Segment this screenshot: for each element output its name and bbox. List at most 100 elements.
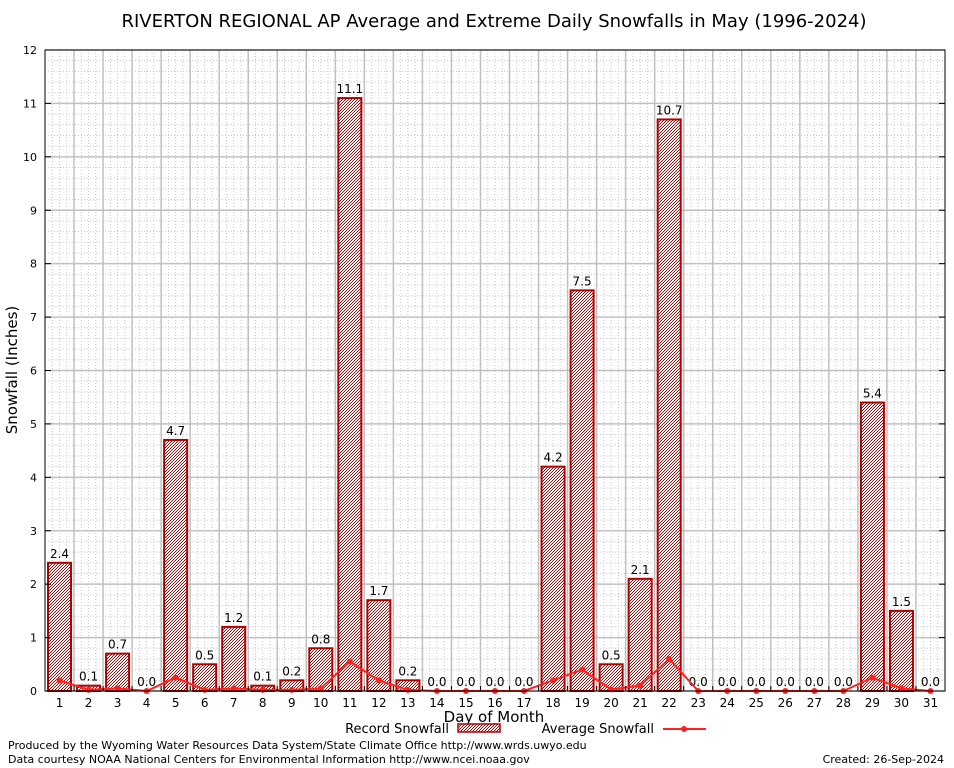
bar-data-label: 0.5 bbox=[195, 648, 214, 662]
legend: Record Snowfall Average Snowfall bbox=[345, 722, 706, 737]
x-tick-label: 2 bbox=[85, 696, 93, 710]
bar-record bbox=[540, 465, 566, 692]
bar-data-label: 0.8 bbox=[311, 632, 330, 646]
bar-data-label: 5.4 bbox=[863, 387, 882, 401]
bar-record bbox=[47, 561, 73, 692]
bar-record bbox=[163, 438, 189, 693]
x-tick-label: 15 bbox=[458, 696, 473, 710]
x-tick-label: 30 bbox=[894, 696, 909, 710]
x-tick-label: 27 bbox=[807, 696, 822, 710]
bar-data-label: 0.0 bbox=[137, 675, 156, 689]
y-tick-label: 2 bbox=[30, 578, 37, 591]
average-point bbox=[114, 685, 121, 692]
x-tick-label: 19 bbox=[574, 696, 589, 710]
average-point bbox=[317, 685, 324, 692]
x-tick-label: 9 bbox=[288, 696, 296, 710]
x-tick-label: 20 bbox=[603, 696, 618, 710]
legend-label-average: Average Snowfall bbox=[542, 722, 654, 737]
bar-data-label: 0.0 bbox=[485, 675, 504, 689]
y-tick-label: 8 bbox=[30, 258, 37, 271]
bar-data-label: 0.1 bbox=[79, 670, 98, 684]
x-tick-label: 22 bbox=[662, 696, 677, 710]
average-point bbox=[85, 686, 92, 693]
y-tick-label: 6 bbox=[30, 365, 37, 378]
bar-data-label: 11.1 bbox=[336, 82, 363, 96]
average-point bbox=[898, 685, 905, 692]
y-tick-label: 1 bbox=[30, 632, 37, 645]
footer-created: Created: 26-Sep-2024 bbox=[822, 753, 944, 766]
average-point bbox=[288, 686, 295, 693]
bar-data-label: 2.4 bbox=[50, 547, 69, 561]
average-point bbox=[869, 674, 876, 681]
bar-data-label: 0.2 bbox=[398, 664, 417, 678]
bar-record bbox=[337, 97, 363, 692]
x-tick-label: 24 bbox=[720, 696, 735, 710]
x-tick-label: 13 bbox=[400, 696, 415, 710]
bar-data-label: 4.7 bbox=[166, 424, 185, 438]
bar-data-label: 0.0 bbox=[456, 675, 475, 689]
y-tick-label: 4 bbox=[30, 471, 37, 484]
average-point bbox=[404, 686, 411, 693]
average-point bbox=[172, 674, 179, 681]
bar-data-label: 0.0 bbox=[834, 675, 853, 689]
bar-data-label: 1.5 bbox=[892, 595, 911, 609]
bar-data-label: 0.0 bbox=[776, 675, 795, 689]
average-point bbox=[375, 677, 382, 684]
x-tick-label: 6 bbox=[201, 696, 209, 710]
y-tick-label: 11 bbox=[23, 97, 37, 110]
bar-record bbox=[569, 289, 595, 692]
bar-record bbox=[859, 401, 885, 692]
average-point bbox=[550, 677, 557, 684]
average-point bbox=[259, 686, 266, 693]
bar-data-label: 0.1 bbox=[253, 670, 272, 684]
x-tick-label: 28 bbox=[836, 696, 851, 710]
legend-marker-average bbox=[681, 726, 687, 732]
y-tick-label: 5 bbox=[30, 418, 37, 431]
y-tick-label: 7 bbox=[30, 311, 37, 324]
x-tick-label: 11 bbox=[342, 696, 357, 710]
bar-record bbox=[888, 609, 914, 692]
x-tick-label: 7 bbox=[230, 696, 238, 710]
average-point bbox=[637, 682, 644, 689]
legend-swatch-record bbox=[457, 723, 501, 733]
x-tick-label: 3 bbox=[114, 696, 122, 710]
x-tick-label: 12 bbox=[371, 696, 386, 710]
bar-data-label: 0.0 bbox=[921, 675, 940, 689]
average-point bbox=[666, 655, 673, 662]
footer-courtesy: Data courtesy NOAA National Centers for … bbox=[8, 753, 530, 766]
x-tick-label: 4 bbox=[143, 696, 151, 710]
y-tick-label: 10 bbox=[23, 151, 37, 164]
average-point bbox=[201, 686, 208, 693]
x-tick-label: 23 bbox=[691, 696, 706, 710]
x-tick-label: 14 bbox=[429, 696, 444, 710]
chart-title: RIVERTON REGIONAL AP Average and Extreme… bbox=[121, 11, 866, 32]
average-point bbox=[579, 666, 586, 673]
footer-produced: Produced by the Wyoming Water Resources … bbox=[8, 739, 587, 752]
bar-data-label: 1.2 bbox=[224, 611, 243, 625]
bar-record bbox=[627, 577, 653, 693]
bar-data-label: 0.0 bbox=[427, 675, 446, 689]
x-tick-label: 31 bbox=[923, 696, 938, 710]
y-tick-label: 9 bbox=[30, 204, 37, 217]
bar-data-label: 7.5 bbox=[573, 274, 592, 288]
bar-record bbox=[656, 118, 682, 693]
x-tick-label: 10 bbox=[313, 696, 328, 710]
average-point bbox=[56, 677, 63, 684]
x-tick-label: 8 bbox=[259, 696, 267, 710]
x-tick-label: 18 bbox=[545, 696, 560, 710]
y-axis-label: Snowfall (Inches) bbox=[3, 306, 21, 434]
bar-data-label: 0.2 bbox=[282, 664, 301, 678]
y-tick-label: 3 bbox=[30, 525, 37, 538]
bar-data-label: 10.7 bbox=[656, 103, 683, 117]
bar-data-label: 0.0 bbox=[718, 675, 737, 689]
average-point bbox=[230, 685, 237, 692]
bar-data-label: 0.0 bbox=[805, 675, 824, 689]
x-tick-label: 16 bbox=[487, 696, 502, 710]
bar-record bbox=[308, 647, 334, 692]
bar-data-label: 2.1 bbox=[631, 563, 650, 577]
x-tick-label: 5 bbox=[172, 696, 180, 710]
bar-data-label: 0.0 bbox=[747, 675, 766, 689]
bar-data-label: 0.0 bbox=[514, 675, 533, 689]
